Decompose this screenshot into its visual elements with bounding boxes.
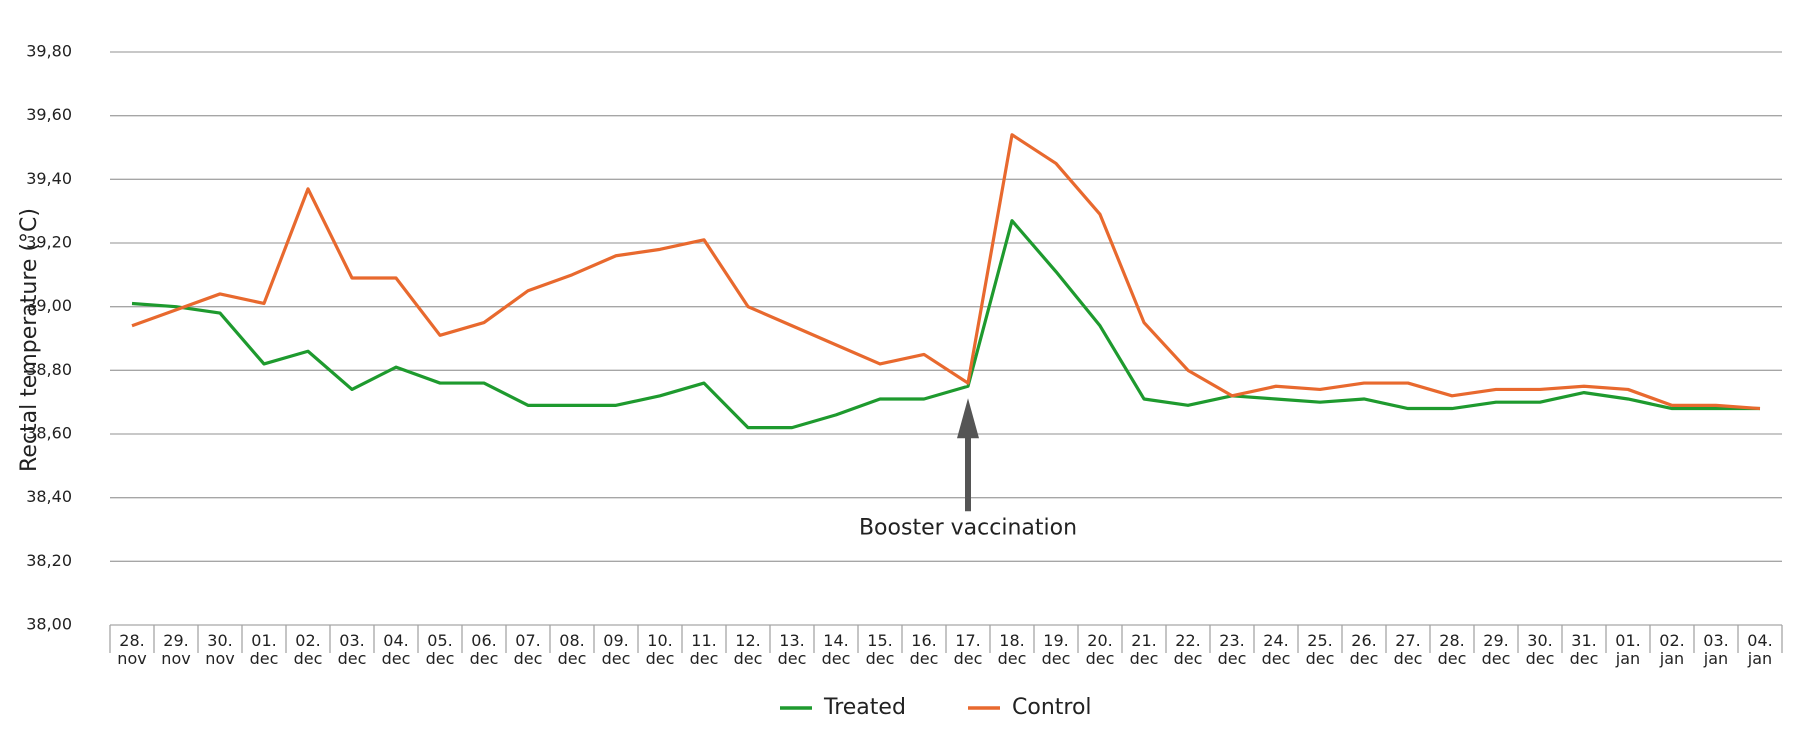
x-tick-label: 30. dec xyxy=(1526,631,1555,668)
x-tick-label: 28. nov xyxy=(117,631,146,668)
y-axis-label: Rectal temperature (°C) xyxy=(17,208,42,472)
y-tick-label: 39,20 xyxy=(26,233,72,252)
x-tick-label: 16. dec xyxy=(910,631,939,668)
annotation-arrow-head xyxy=(957,398,979,439)
x-tick-label: 30. nov xyxy=(205,631,234,668)
x-tick-label: 18. dec xyxy=(998,631,1027,668)
x-tick-label: 27. dec xyxy=(1394,631,1423,668)
x-tick-label: 24. dec xyxy=(1262,631,1291,668)
x-tick-label: 05. dec xyxy=(426,631,455,668)
legend-label: Treated xyxy=(823,695,906,720)
x-tick-label: 25. dec xyxy=(1306,631,1335,668)
x-tick-label: 07. dec xyxy=(514,631,543,668)
x-tick-label: 20. dec xyxy=(1086,631,1115,668)
y-tick-label: 38,00 xyxy=(26,615,72,634)
x-tick-label: 08. dec xyxy=(558,631,587,668)
x-tick-label: 22. dec xyxy=(1174,631,1203,668)
x-tick-label: 10. dec xyxy=(646,631,675,668)
series-line xyxy=(131,133,1761,411)
y-tick-label: 39,40 xyxy=(26,169,72,188)
x-tick-label: 28. dec xyxy=(1438,631,1467,668)
x-tick-label: 14. dec xyxy=(822,631,851,668)
x-tick-label: 06. dec xyxy=(470,631,499,668)
x-tick-label: 01. jan xyxy=(1615,631,1641,668)
x-tick-label: 04. jan xyxy=(1747,631,1773,668)
y-tick-label: 38,60 xyxy=(26,424,72,443)
x-tick-label: 21. dec xyxy=(1130,631,1159,668)
y-tick-label: 39,00 xyxy=(26,296,72,315)
x-tick-label: 31. dec xyxy=(1570,631,1599,668)
x-tick-label: 11. dec xyxy=(690,631,719,668)
x-tick-label: 29. nov xyxy=(161,631,190,668)
series-line xyxy=(131,219,1760,430)
y-tick-label: 38,80 xyxy=(26,360,72,379)
x-tick-label: 19. dec xyxy=(1042,631,1071,668)
x-tick-label: 03. dec xyxy=(338,631,367,668)
x-tick-label: 29. dec xyxy=(1482,631,1511,668)
x-tick-label: 04. dec xyxy=(382,631,411,668)
x-tick-label: 17. dec xyxy=(954,631,983,668)
x-tick-label: 02. jan xyxy=(1659,631,1685,668)
annotation: Booster vaccination xyxy=(859,515,1077,540)
x-tick-label: 09. dec xyxy=(602,631,631,668)
y-tick-label: 38,20 xyxy=(26,551,72,570)
legend-label: Control xyxy=(1012,695,1092,720)
x-tick-label: 12. dec xyxy=(734,631,763,668)
x-tick-label: 13. dec xyxy=(778,631,807,668)
annotation-arrow-shaft xyxy=(965,433,971,512)
y-tick-label: 39,60 xyxy=(26,105,72,124)
x-tick-label: 15. dec xyxy=(866,631,895,668)
x-tick-label: 26. dec xyxy=(1350,631,1379,668)
x-tick-label: 01. dec xyxy=(250,631,279,668)
y-tick-label: 38,40 xyxy=(26,487,72,506)
x-tick-label: 02. dec xyxy=(294,631,323,668)
x-tick-label: 03. jan xyxy=(1703,631,1729,668)
x-tick-label: 23. dec xyxy=(1218,631,1247,668)
y-tick-label: 39,80 xyxy=(26,42,72,61)
